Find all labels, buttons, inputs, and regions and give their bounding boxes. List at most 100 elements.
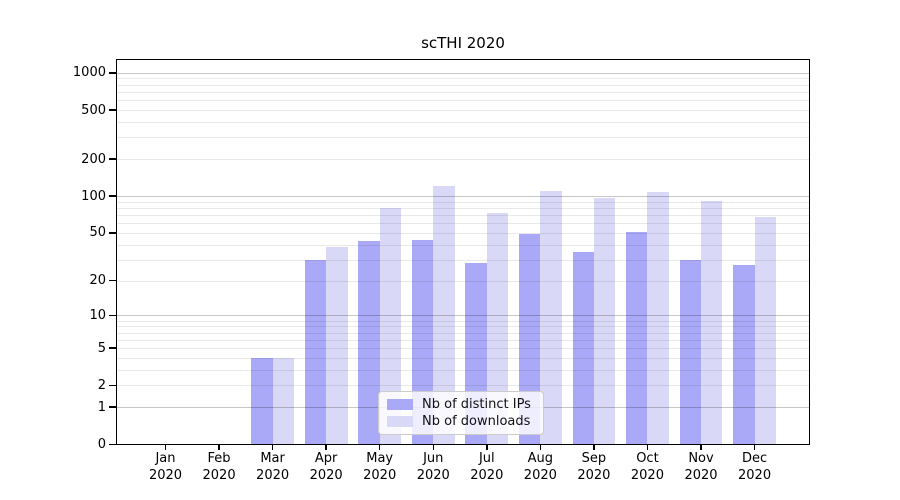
gridline-major [116, 315, 810, 317]
gridline-minor [116, 91, 810, 93]
x-tick-mark [218, 445, 220, 450]
gridline-minor [116, 244, 810, 246]
legend-swatch-ips-icon [387, 398, 413, 410]
bar-downloads-Jun [433, 186, 455, 445]
gridline-major [116, 196, 810, 198]
bar-ips-Oct [626, 231, 648, 445]
x-tick-mark [753, 445, 756, 450]
bar-downloads-Aug [540, 190, 562, 445]
gridline-major [116, 72, 810, 74]
gridline-minor [116, 280, 810, 282]
bar-downloads-Dec [754, 216, 776, 445]
bar-downloads-Apr [326, 247, 348, 445]
x-tick-mark [325, 445, 327, 450]
y-tick-label: 1 [97, 399, 106, 415]
x-tick-mark [378, 445, 381, 450]
bar-ips-Sep [572, 251, 594, 445]
gridline-minor [116, 385, 810, 387]
gridline-minor [116, 339, 810, 341]
y-tick-mark [109, 195, 116, 197]
y-axis-labels: 0 1 2 5 10 20 50 100 200 500 1000 [0, 0, 106, 500]
y-tick-mark [109, 279, 116, 282]
bar-downloads-Oct [647, 192, 669, 445]
bar-downloads-Nov [701, 200, 723, 445]
gridline-minor [116, 223, 810, 225]
x-tick-label: Feb 2020 [202, 451, 236, 483]
y-tick-mark [109, 314, 116, 317]
legend-swatch-downloads-icon [387, 416, 413, 428]
y-tick-mark [109, 347, 116, 349]
y-tick-label: 500 [81, 102, 106, 118]
bar-downloads-Mar [272, 357, 294, 445]
gridline-minor [116, 357, 810, 359]
legend-label-ips: Nb of distinct IPs [422, 396, 531, 412]
gridline-minor [116, 110, 810, 112]
y-tick-label: 100 [81, 188, 106, 204]
bar-ips-Nov [679, 259, 701, 445]
gridline-minor [116, 159, 810, 161]
y-tick-mark [109, 232, 116, 234]
legend: Nb of distinct IPs Nb of downloads [378, 391, 544, 435]
y-tick-mark [109, 384, 116, 387]
x-tick-mark [539, 445, 542, 450]
gridline-minor [116, 84, 810, 86]
gridline-minor [116, 232, 810, 234]
y-tick-label: 50 [89, 225, 106, 241]
bar-ips-Mar [251, 357, 273, 445]
y-tick-mark [109, 406, 116, 408]
x-tick-label: Aug 2020 [523, 451, 557, 483]
x-tick-mark [271, 445, 274, 450]
x-tick-label: Jun 2020 [416, 451, 450, 483]
chart-title: scTHI 2020 [421, 34, 505, 52]
bar-ips-Apr [304, 259, 327, 445]
x-tick-label: Mar 2020 [256, 451, 290, 483]
x-tick-label: May 2020 [363, 451, 397, 483]
gridline-minor [116, 122, 810, 124]
legend-row-ips: Nb of distinct IPs [387, 397, 535, 412]
x-tick-label: Nov 2020 [684, 451, 718, 483]
x-tick-label: Apr 2020 [309, 451, 343, 483]
x-tick-label: Dec 2020 [738, 451, 772, 483]
x-tick-mark [646, 445, 649, 450]
gridline-minor [116, 78, 810, 80]
gridline-minor [116, 201, 810, 203]
gridline-minor [116, 369, 810, 371]
y-tick-label: 200 [81, 151, 106, 167]
y-tick-label: 2 [97, 377, 106, 393]
gridline-minor [116, 320, 810, 322]
y-tick-mark [109, 443, 116, 446]
bar-downloads-May [379, 208, 402, 445]
x-tick-mark [432, 445, 434, 450]
bar-downloads-Sep [593, 198, 616, 445]
x-tick-mark [164, 445, 167, 450]
x-tick-label: Oct 2020 [630, 451, 664, 483]
gridline-minor [116, 332, 810, 334]
gridline-minor [116, 100, 810, 102]
gridline-minor [116, 259, 810, 261]
legend-label-downloads: Nb of downloads [422, 414, 531, 430]
bar-ips-Dec [733, 265, 755, 445]
x-tick-label: Jan 2020 [148, 451, 183, 483]
gridline-minor [116, 326, 810, 328]
gridline-minor [116, 215, 810, 217]
bar-ips-May [358, 240, 380, 445]
x-tick-mark [593, 445, 595, 450]
y-tick-mark [109, 72, 116, 74]
x-tick-label: Jul 2020 [470, 451, 504, 483]
y-tick-mark [109, 109, 116, 111]
y-tick-label: 5 [97, 340, 106, 356]
y-tick-label: 1000 [72, 65, 106, 81]
bar-downloads-Jul [486, 212, 509, 445]
gridline-minor [116, 137, 810, 139]
x-tick-label: Sep 2020 [577, 451, 611, 483]
plot-area [116, 59, 810, 445]
legend-row-downloads: Nb of downloads [387, 414, 535, 429]
y-tick-label: 10 [89, 307, 106, 323]
x-tick-mark [700, 445, 702, 450]
y-tick-mark [109, 158, 116, 160]
y-tick-label: 0 [97, 437, 106, 452]
gridline-minor [116, 348, 810, 350]
x-tick-mark [486, 445, 488, 450]
gridline-minor [116, 208, 810, 210]
